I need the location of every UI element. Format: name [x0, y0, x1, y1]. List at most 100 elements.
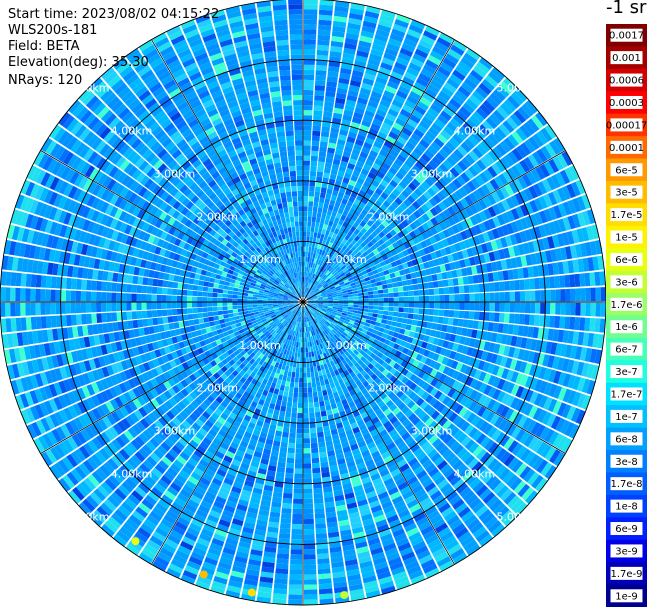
range-bin [447, 48, 462, 61]
range-bin [379, 99, 391, 108]
range-bin [346, 342, 352, 349]
range-bin [303, 34, 317, 40]
range-bin [438, 445, 449, 456]
range-bin [317, 34, 331, 41]
range-bin [322, 324, 327, 330]
range-bin [338, 343, 344, 349]
range-bin [451, 224, 460, 234]
range-bin [376, 388, 384, 396]
range-bin [362, 114, 373, 123]
range-bin [318, 202, 324, 209]
range-bin [422, 92, 435, 103]
range-bin [520, 448, 532, 462]
range-bin [408, 302, 415, 308]
range-bin [570, 302, 576, 316]
range-bin [314, 503, 324, 509]
range-bin [308, 407, 315, 413]
range-bin [585, 287, 591, 302]
range-bin [313, 196, 320, 203]
range-bin [307, 272, 310, 278]
range-bin [336, 144, 345, 151]
range-bin [472, 481, 485, 493]
range-bin [309, 361, 314, 368]
range-bin [446, 195, 456, 206]
range-bin [393, 217, 401, 226]
range-bin [467, 275, 474, 285]
range-bin [421, 116, 433, 126]
range-bin [353, 355, 360, 362]
range-bin [460, 220, 469, 230]
range-bin [506, 210, 515, 222]
range-bin [477, 187, 487, 198]
range-bin [489, 178, 500, 191]
range-bin [358, 173, 367, 181]
range-bin [303, 44, 316, 50]
range-bin [542, 237, 550, 250]
range-bin [515, 127, 528, 141]
range-bin [456, 175, 466, 186]
range-bin [397, 113, 409, 123]
range-bin [423, 63, 437, 75]
range-bin [418, 72, 432, 83]
range-bin [294, 351, 298, 358]
range-bin [448, 310, 455, 318]
range-bin [348, 131, 358, 139]
range-bin [490, 261, 498, 272]
range-bin [534, 379, 543, 392]
range-bin [418, 308, 424, 315]
range-bin [308, 206, 313, 212]
range-bin [353, 242, 360, 249]
range-bin [440, 483, 452, 494]
range-bin [424, 417, 434, 427]
range-bin [540, 444, 552, 458]
range-bin [428, 397, 438, 407]
range-bin [594, 318, 601, 333]
range-bin [303, 508, 314, 515]
range-bin [325, 278, 331, 283]
range-bin [277, 461, 286, 468]
range-bin [304, 292, 308, 298]
range-bin [401, 43, 416, 53]
range-bin [367, 154, 376, 163]
range-bin [492, 322, 499, 333]
range-bin [485, 181, 496, 193]
range-bin [348, 332, 354, 338]
range-bin [317, 306, 323, 310]
range-bin [293, 488, 303, 494]
range-bin [345, 327, 351, 333]
range-bin [417, 157, 428, 167]
range-bin [312, 304, 318, 307]
range-bin [376, 331, 384, 337]
range-bin [434, 265, 442, 274]
range-bin [328, 178, 336, 185]
range-bin [317, 166, 324, 173]
range-bin [510, 92, 524, 106]
range-bin [447, 341, 455, 350]
range-bin [303, 594, 318, 600]
range-bin [339, 318, 345, 323]
range-bin [456, 382, 465, 393]
range-bin [311, 216, 317, 223]
range-bin [336, 330, 343, 336]
range-bin [401, 405, 410, 415]
range-bin [291, 371, 296, 378]
range-bin [389, 416, 398, 425]
range-bin [409, 90, 421, 101]
range-bin [303, 216, 308, 222]
range-bin [482, 120, 494, 133]
range-bin [367, 356, 374, 363]
range-bin [425, 210, 434, 220]
range-bin [303, 589, 318, 595]
range-bin [353, 332, 360, 338]
range-bin [324, 162, 332, 169]
range-bin [372, 286, 378, 291]
range-bin [507, 95, 521, 109]
range-bin [442, 57, 457, 69]
range-bin [425, 229, 434, 238]
range-bin [458, 285, 465, 294]
range-bin [398, 291, 404, 297]
range-bin [381, 220, 390, 228]
range-bin [455, 463, 467, 475]
range-bin [434, 390, 443, 400]
range-bin [524, 229, 533, 242]
